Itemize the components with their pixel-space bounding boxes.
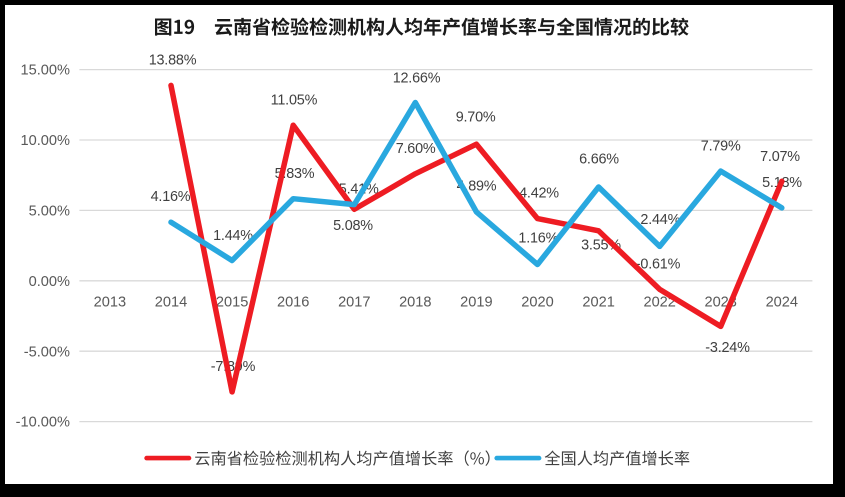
svg-text:5.00%: 5.00% [29, 204, 70, 220]
svg-text:7.60%: 7.60% [396, 141, 436, 157]
svg-text:4.16%: 4.16% [151, 189, 191, 205]
svg-text:12.66%: 12.66% [393, 71, 441, 87]
svg-text:13.88%: 13.88% [149, 53, 197, 69]
svg-text:4.42%: 4.42% [519, 185, 559, 201]
svg-text:11.05%: 11.05% [271, 93, 318, 109]
svg-text:2020: 2020 [521, 295, 553, 311]
svg-text:2021: 2021 [582, 295, 614, 311]
svg-text:9.70%: 9.70% [456, 110, 496, 126]
svg-text:10.00%: 10.00% [21, 133, 71, 149]
svg-text:2024: 2024 [766, 295, 798, 311]
svg-text:7.07%: 7.07% [760, 149, 800, 165]
svg-text:-0.61%: -0.61% [636, 256, 681, 272]
svg-text:2017: 2017 [338, 295, 370, 311]
svg-text:2014: 2014 [155, 295, 187, 311]
svg-text:-5.00%: -5.00% [24, 344, 70, 360]
svg-text:2019: 2019 [460, 295, 492, 311]
svg-text:-10.00%: -10.00% [16, 415, 70, 431]
svg-text:-3.24%: -3.24% [705, 340, 750, 356]
svg-text:5.08%: 5.08% [333, 218, 373, 234]
svg-text:6.66%: 6.66% [579, 152, 619, 168]
svg-text:5.41%: 5.41% [339, 182, 379, 198]
svg-text:1.16%: 1.16% [518, 230, 558, 246]
svg-text:-7.89%: -7.89% [211, 359, 256, 375]
svg-text:2013: 2013 [94, 295, 126, 311]
svg-text:7.79%: 7.79% [701, 138, 741, 154]
svg-text:1.44%: 1.44% [213, 228, 253, 244]
svg-text:2015: 2015 [216, 295, 248, 311]
svg-text:2022: 2022 [643, 295, 675, 311]
svg-text:2018: 2018 [399, 295, 431, 311]
svg-text:15.00%: 15.00% [21, 63, 71, 79]
svg-text:2.44%: 2.44% [640, 212, 680, 228]
svg-text:2016: 2016 [277, 295, 309, 311]
svg-text:0.00%: 0.00% [29, 274, 70, 290]
